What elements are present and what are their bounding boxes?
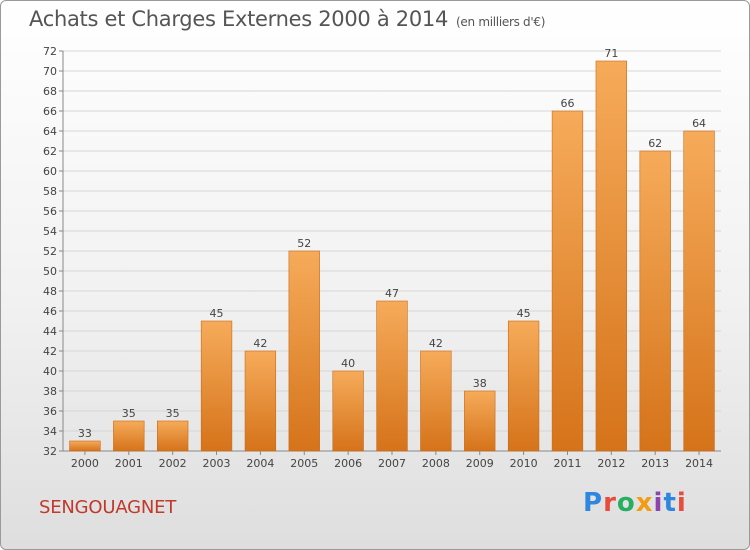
- y-tick-label: 54: [43, 225, 57, 238]
- x-tick-label: 2001: [115, 457, 143, 470]
- x-tick-label: 2012: [597, 457, 625, 470]
- bar: [244, 350, 277, 452]
- y-tick-label: 52: [43, 245, 57, 258]
- x-tick-label: 2002: [159, 457, 187, 470]
- bar: [69, 440, 101, 452]
- x-tick-label: 2000: [71, 457, 99, 470]
- logo-letter: i: [653, 488, 664, 518]
- x-tick-label: 2011: [553, 457, 581, 470]
- city-name: SENGOUAGNET: [39, 497, 177, 518]
- y-tick-label: 44: [43, 325, 57, 338]
- y-tick-label: 70: [43, 65, 57, 78]
- bar: [639, 150, 671, 452]
- y-tick-label: 34: [43, 425, 57, 438]
- data-label: 47: [385, 287, 399, 300]
- x-tick-label: 2013: [641, 457, 669, 470]
- bar: [376, 300, 408, 452]
- bar: [332, 370, 364, 452]
- y-tick-label: 56: [43, 205, 57, 218]
- x-tick-label: 2014: [685, 457, 713, 470]
- logo-letter: r: [603, 488, 617, 518]
- x-tick-label: 2008: [422, 457, 450, 470]
- y-tick-label: 42: [43, 345, 57, 358]
- data-label: 35: [166, 407, 180, 420]
- data-label: 40: [341, 357, 355, 370]
- chart-title: Achats et Charges Externes 2000 à 2014 (e…: [29, 7, 545, 31]
- x-tick-label: 2005: [290, 457, 318, 470]
- y-tick-label: 72: [43, 45, 57, 58]
- y-tick-label: 32: [43, 445, 57, 458]
- y-tick-label: 60: [43, 165, 57, 178]
- logo-letter: t: [663, 488, 677, 518]
- bar: [595, 60, 627, 452]
- proxiti-logo: Proxiti: [583, 488, 687, 518]
- x-tick-label: 2007: [378, 457, 406, 470]
- data-label: 45: [517, 307, 531, 320]
- y-tick-label: 68: [43, 85, 57, 98]
- x-tick-label: 2006: [334, 457, 362, 470]
- data-label: 45: [210, 307, 224, 320]
- y-tick-label: 64: [43, 125, 57, 138]
- data-label: 38: [473, 377, 487, 390]
- bar: [113, 420, 145, 452]
- logo-letter: i: [676, 488, 687, 518]
- data-label: 66: [560, 97, 574, 110]
- data-label: 52: [297, 237, 311, 250]
- bar: [464, 390, 496, 452]
- bar: [507, 320, 540, 452]
- data-label: 64: [692, 117, 706, 130]
- logo-letter: P: [583, 488, 604, 518]
- x-tick-label: 2003: [203, 457, 231, 470]
- bar: [288, 250, 320, 452]
- x-tick-label: 2009: [466, 457, 494, 470]
- y-tick-label: 40: [43, 365, 57, 378]
- logo-letter: o: [616, 488, 636, 518]
- data-label: 33: [78, 427, 92, 440]
- y-tick-label: 66: [43, 105, 57, 118]
- data-label: 35: [122, 407, 136, 420]
- y-tick-label: 48: [43, 285, 57, 298]
- x-tick-label: 2010: [510, 457, 538, 470]
- bar: [200, 320, 233, 452]
- y-tick-label: 46: [43, 305, 57, 318]
- data-label: 42: [429, 337, 443, 350]
- y-tick-label: 38: [43, 385, 57, 398]
- data-label: 62: [648, 137, 662, 150]
- chart-subtitle: (en milliers d'€): [456, 15, 546, 29]
- data-label: 71: [604, 47, 618, 60]
- chart-title-text: Achats et Charges Externes 2000 à 2014: [29, 7, 449, 31]
- bar: [420, 350, 452, 452]
- y-tick-label: 36: [43, 405, 57, 418]
- y-tick-label: 50: [43, 265, 57, 278]
- bar: [157, 420, 189, 452]
- y-tick-label: 62: [43, 145, 57, 158]
- y-tick-label: 58: [43, 185, 57, 198]
- bar: [683, 130, 715, 452]
- data-label: 42: [253, 337, 267, 350]
- bar: [551, 110, 584, 452]
- x-tick-label: 2004: [246, 457, 274, 470]
- logo-letter: x: [635, 488, 654, 518]
